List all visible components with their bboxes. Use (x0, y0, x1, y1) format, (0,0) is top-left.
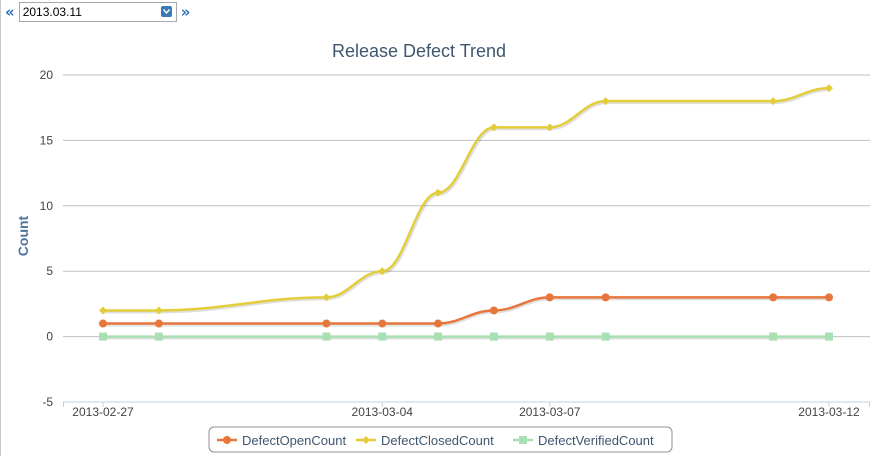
data-point (378, 267, 387, 276)
data-point (154, 306, 163, 315)
data-point (489, 332, 498, 341)
data-point (322, 319, 331, 328)
x-tick-label: 2013-03-04 (352, 405, 414, 419)
series-layer (99, 84, 833, 341)
y-tick-label: 20 (40, 68, 54, 82)
data-point (322, 293, 331, 302)
y-tick-label: 5 (46, 264, 53, 278)
date-select-value: 2013.03.11 (22, 5, 82, 19)
y-axis-label: Count (15, 215, 31, 256)
y-tick-label: 15 (40, 133, 54, 147)
left-border (0, 0, 1, 456)
y-tick-label: 0 (46, 330, 53, 344)
previous-date-button[interactable]: « (5, 3, 15, 21)
data-point (769, 332, 778, 341)
grid-lines (63, 74, 870, 338)
data-point (601, 97, 610, 106)
data-point (601, 293, 610, 302)
legend-item-DefectOpenCount[interactable]: DefectOpenCount (217, 433, 346, 448)
y-tick-label: 10 (40, 199, 54, 213)
legend-item-DefectClosedCount[interactable]: DefectClosedCount (356, 433, 494, 448)
series-line-shadow (103, 87, 831, 314)
data-point (489, 306, 498, 315)
data-point (769, 293, 778, 302)
chart-title: Release Defect Trend (332, 41, 506, 61)
data-point (825, 84, 833, 93)
data-point (769, 97, 778, 106)
legend-label: DefectVerifiedCount (538, 433, 654, 448)
series-DefectClosedCount (99, 84, 833, 315)
data-point (601, 332, 610, 341)
data-point (434, 319, 443, 328)
series-DefectVerifiedCount (99, 332, 833, 341)
data-point (489, 123, 498, 132)
data-point (378, 319, 387, 328)
data-point (434, 188, 443, 197)
legend: DefectOpenCount DefectClosedCount DefectVe… (208, 426, 673, 453)
x-tick-label: 2013-03-12 (798, 405, 860, 419)
series-line-shadow (104, 296, 830, 327)
legend-marker (519, 436, 527, 444)
legend-item-DefectVerifiedCount[interactable]: DefectVerifiedCount (513, 433, 654, 448)
y-axis-ticks: -5 0 5 10 15 20 (40, 68, 54, 409)
legend-box (208, 426, 673, 453)
data-point (154, 332, 163, 341)
x-tick-label: 2013-02-27 (72, 405, 134, 419)
next-date-button[interactable]: » (180, 3, 191, 21)
data-point (825, 332, 833, 341)
data-point (99, 332, 107, 341)
date-select[interactable]: 2013.03.11 (18, 2, 177, 22)
legend-marker (223, 436, 231, 444)
x-tick-label: 2013-03-07 (519, 405, 581, 419)
series-line (103, 296, 829, 325)
data-point (99, 319, 107, 328)
data-point (434, 332, 443, 341)
data-point (545, 332, 554, 341)
chevron-down-icon[interactable] (160, 6, 172, 17)
legend-marker (362, 436, 370, 444)
x-axis-ticks: 2013-02-27 2013-03-04 2013-03-07 2013-03-12 (63, 402, 870, 419)
series-DefectOpenCount (99, 293, 833, 328)
data-point (99, 306, 107, 315)
data-point (378, 332, 387, 341)
date-navigation: « 2013.03.11 » (4, 1, 191, 23)
legend-label: DefectOpenCount (242, 433, 346, 448)
data-point (322, 332, 331, 341)
data-point (545, 293, 554, 302)
data-point (825, 293, 833, 302)
data-point (154, 319, 163, 328)
series-line (102, 86, 830, 312)
data-point (545, 123, 554, 132)
y-tick-label: -5 (42, 395, 53, 409)
legend-label: DefectClosedCount (381, 433, 494, 448)
